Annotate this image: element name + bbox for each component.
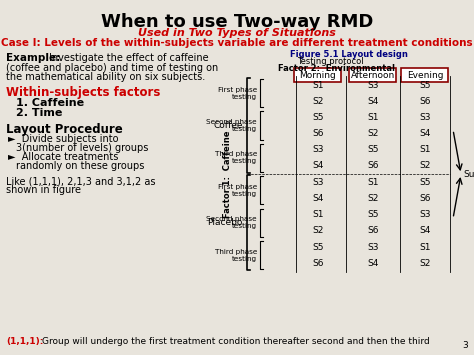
Text: Second phase
testing: Second phase testing xyxy=(206,119,257,132)
Text: S3: S3 xyxy=(367,242,379,251)
Text: S6: S6 xyxy=(367,226,379,235)
Text: S2: S2 xyxy=(312,226,324,235)
Text: Third phase
testing: Third phase testing xyxy=(215,248,257,262)
Text: S6: S6 xyxy=(419,97,431,106)
Text: When to use Two-way RMD: When to use Two-way RMD xyxy=(101,13,373,31)
Text: Factor 2:  Environmental: Factor 2: Environmental xyxy=(278,64,395,73)
Text: Figure 5.1 Layout design: Figure 5.1 Layout design xyxy=(290,50,408,59)
Text: S2: S2 xyxy=(367,194,379,203)
Text: (1,1,1):: (1,1,1): xyxy=(6,337,44,346)
Text: S5: S5 xyxy=(367,210,379,219)
Text: S6: S6 xyxy=(419,194,431,203)
Text: Evening: Evening xyxy=(407,71,443,80)
Text: S5: S5 xyxy=(367,145,379,154)
Text: S1: S1 xyxy=(367,113,379,122)
Text: Used in Two Types of Situations: Used in Two Types of Situations xyxy=(138,28,336,38)
Text: Testing protocol: Testing protocol xyxy=(297,57,364,66)
Text: Factor 1:  Caffeine: Factor 1: Caffeine xyxy=(224,130,233,218)
Text: Second phase
testing: Second phase testing xyxy=(206,216,257,229)
Text: S4: S4 xyxy=(367,259,379,268)
Text: Investigate the effect of caffeine: Investigate the effect of caffeine xyxy=(49,53,209,63)
Text: S4: S4 xyxy=(312,194,324,203)
Text: S2: S2 xyxy=(312,97,324,106)
Text: S1: S1 xyxy=(419,242,431,251)
Text: S5: S5 xyxy=(312,242,324,251)
Text: (coffee and placebo) and time of testing on: (coffee and placebo) and time of testing… xyxy=(6,63,218,73)
Text: Afternoon: Afternoon xyxy=(351,71,395,80)
FancyBboxPatch shape xyxy=(349,68,396,82)
Text: S1: S1 xyxy=(312,81,324,89)
Text: S4: S4 xyxy=(419,226,431,235)
Text: 1. Caffeine: 1. Caffeine xyxy=(16,98,84,108)
Text: S5: S5 xyxy=(419,81,431,89)
Text: ►  Allocate treatments: ► Allocate treatments xyxy=(8,152,118,162)
Text: Layout Procedure: Layout Procedure xyxy=(6,123,123,136)
Text: Example:: Example: xyxy=(6,53,60,63)
Text: First phase
testing: First phase testing xyxy=(218,184,257,197)
Text: Placebo: Placebo xyxy=(208,218,243,227)
Text: S2: S2 xyxy=(419,259,431,268)
Text: S5: S5 xyxy=(419,178,431,187)
FancyBboxPatch shape xyxy=(401,68,448,82)
Text: Third phase
testing: Third phase testing xyxy=(215,151,257,164)
Text: S3: S3 xyxy=(312,145,324,154)
Text: S6: S6 xyxy=(312,259,324,268)
Text: Group will undergo the first treatment condition thereafter second and then the : Group will undergo the first treatment c… xyxy=(42,337,430,346)
FancyBboxPatch shape xyxy=(294,68,341,82)
Text: First phase
testing: First phase testing xyxy=(218,87,257,100)
Text: Coffee: Coffee xyxy=(213,121,243,130)
Text: S1: S1 xyxy=(419,145,431,154)
Text: Morning: Morning xyxy=(300,71,337,80)
Text: S3: S3 xyxy=(312,178,324,187)
Text: S4: S4 xyxy=(367,97,379,106)
Text: S2: S2 xyxy=(367,129,379,138)
Text: the mathematical ability on six subjects.: the mathematical ability on six subjects… xyxy=(6,72,205,82)
Text: S1: S1 xyxy=(312,210,324,219)
Text: randomly on these groups: randomly on these groups xyxy=(16,161,145,171)
Text: ►  Divide subjects into: ► Divide subjects into xyxy=(8,134,118,144)
Text: Subjects: Subjects xyxy=(463,170,474,179)
Text: Within-subjects factors: Within-subjects factors xyxy=(6,86,160,99)
Text: Case I: Levels of the within-subjects variable are different treatment condition: Case I: Levels of the within-subjects va… xyxy=(1,38,473,48)
Text: 3: 3 xyxy=(462,341,468,350)
Text: shown in figure: shown in figure xyxy=(6,185,81,195)
Text: S1: S1 xyxy=(367,178,379,187)
Text: S6: S6 xyxy=(367,162,379,170)
Text: S3: S3 xyxy=(367,81,379,89)
Text: S6: S6 xyxy=(312,129,324,138)
Text: S4: S4 xyxy=(419,129,431,138)
Text: S2: S2 xyxy=(419,162,431,170)
Text: 2. Time: 2. Time xyxy=(16,108,63,118)
Text: S4: S4 xyxy=(312,162,324,170)
Text: Like (1,1,1), 2,1,3 and 3,1,2 as: Like (1,1,1), 2,1,3 and 3,1,2 as xyxy=(6,176,155,186)
Text: S5: S5 xyxy=(312,113,324,122)
Text: S3: S3 xyxy=(419,210,431,219)
Text: 3(number of levels) groups: 3(number of levels) groups xyxy=(16,143,148,153)
Text: S3: S3 xyxy=(419,113,431,122)
